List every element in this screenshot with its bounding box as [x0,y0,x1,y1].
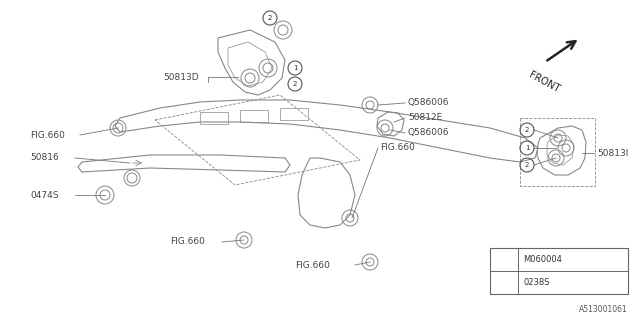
Text: 2: 2 [293,81,297,87]
Text: FIG.660: FIG.660 [170,237,205,246]
Text: A513001061: A513001061 [579,305,628,314]
Text: 2: 2 [525,162,529,168]
Text: FIG.660: FIG.660 [380,143,415,153]
Text: 50813D: 50813D [163,73,198,82]
Bar [280,108,308,120]
Text: Q586006: Q586006 [408,129,449,138]
Text: M060004: M060004 [523,255,562,264]
Text: FRONT: FRONT [527,70,561,94]
Text: 2: 2 [525,127,529,133]
Text: 1: 1 [502,257,506,262]
Text: FIG.660: FIG.660 [295,260,330,269]
Bar [200,112,228,124]
Text: 0238S: 0238S [523,278,550,287]
Bar [520,118,595,186]
Text: 50813I: 50813I [597,148,628,157]
Text: 2: 2 [502,279,506,285]
Text: 2: 2 [268,15,272,21]
Bar [240,110,268,122]
Text: 50816: 50816 [30,154,59,163]
Text: 1: 1 [292,65,297,71]
Text: Q586006: Q586006 [408,99,449,108]
Text: 50812E: 50812E [408,114,442,123]
Bar [490,248,628,294]
Text: 1: 1 [525,145,529,151]
Text: FIG.660: FIG.660 [30,131,65,140]
Text: 0474S: 0474S [30,190,58,199]
